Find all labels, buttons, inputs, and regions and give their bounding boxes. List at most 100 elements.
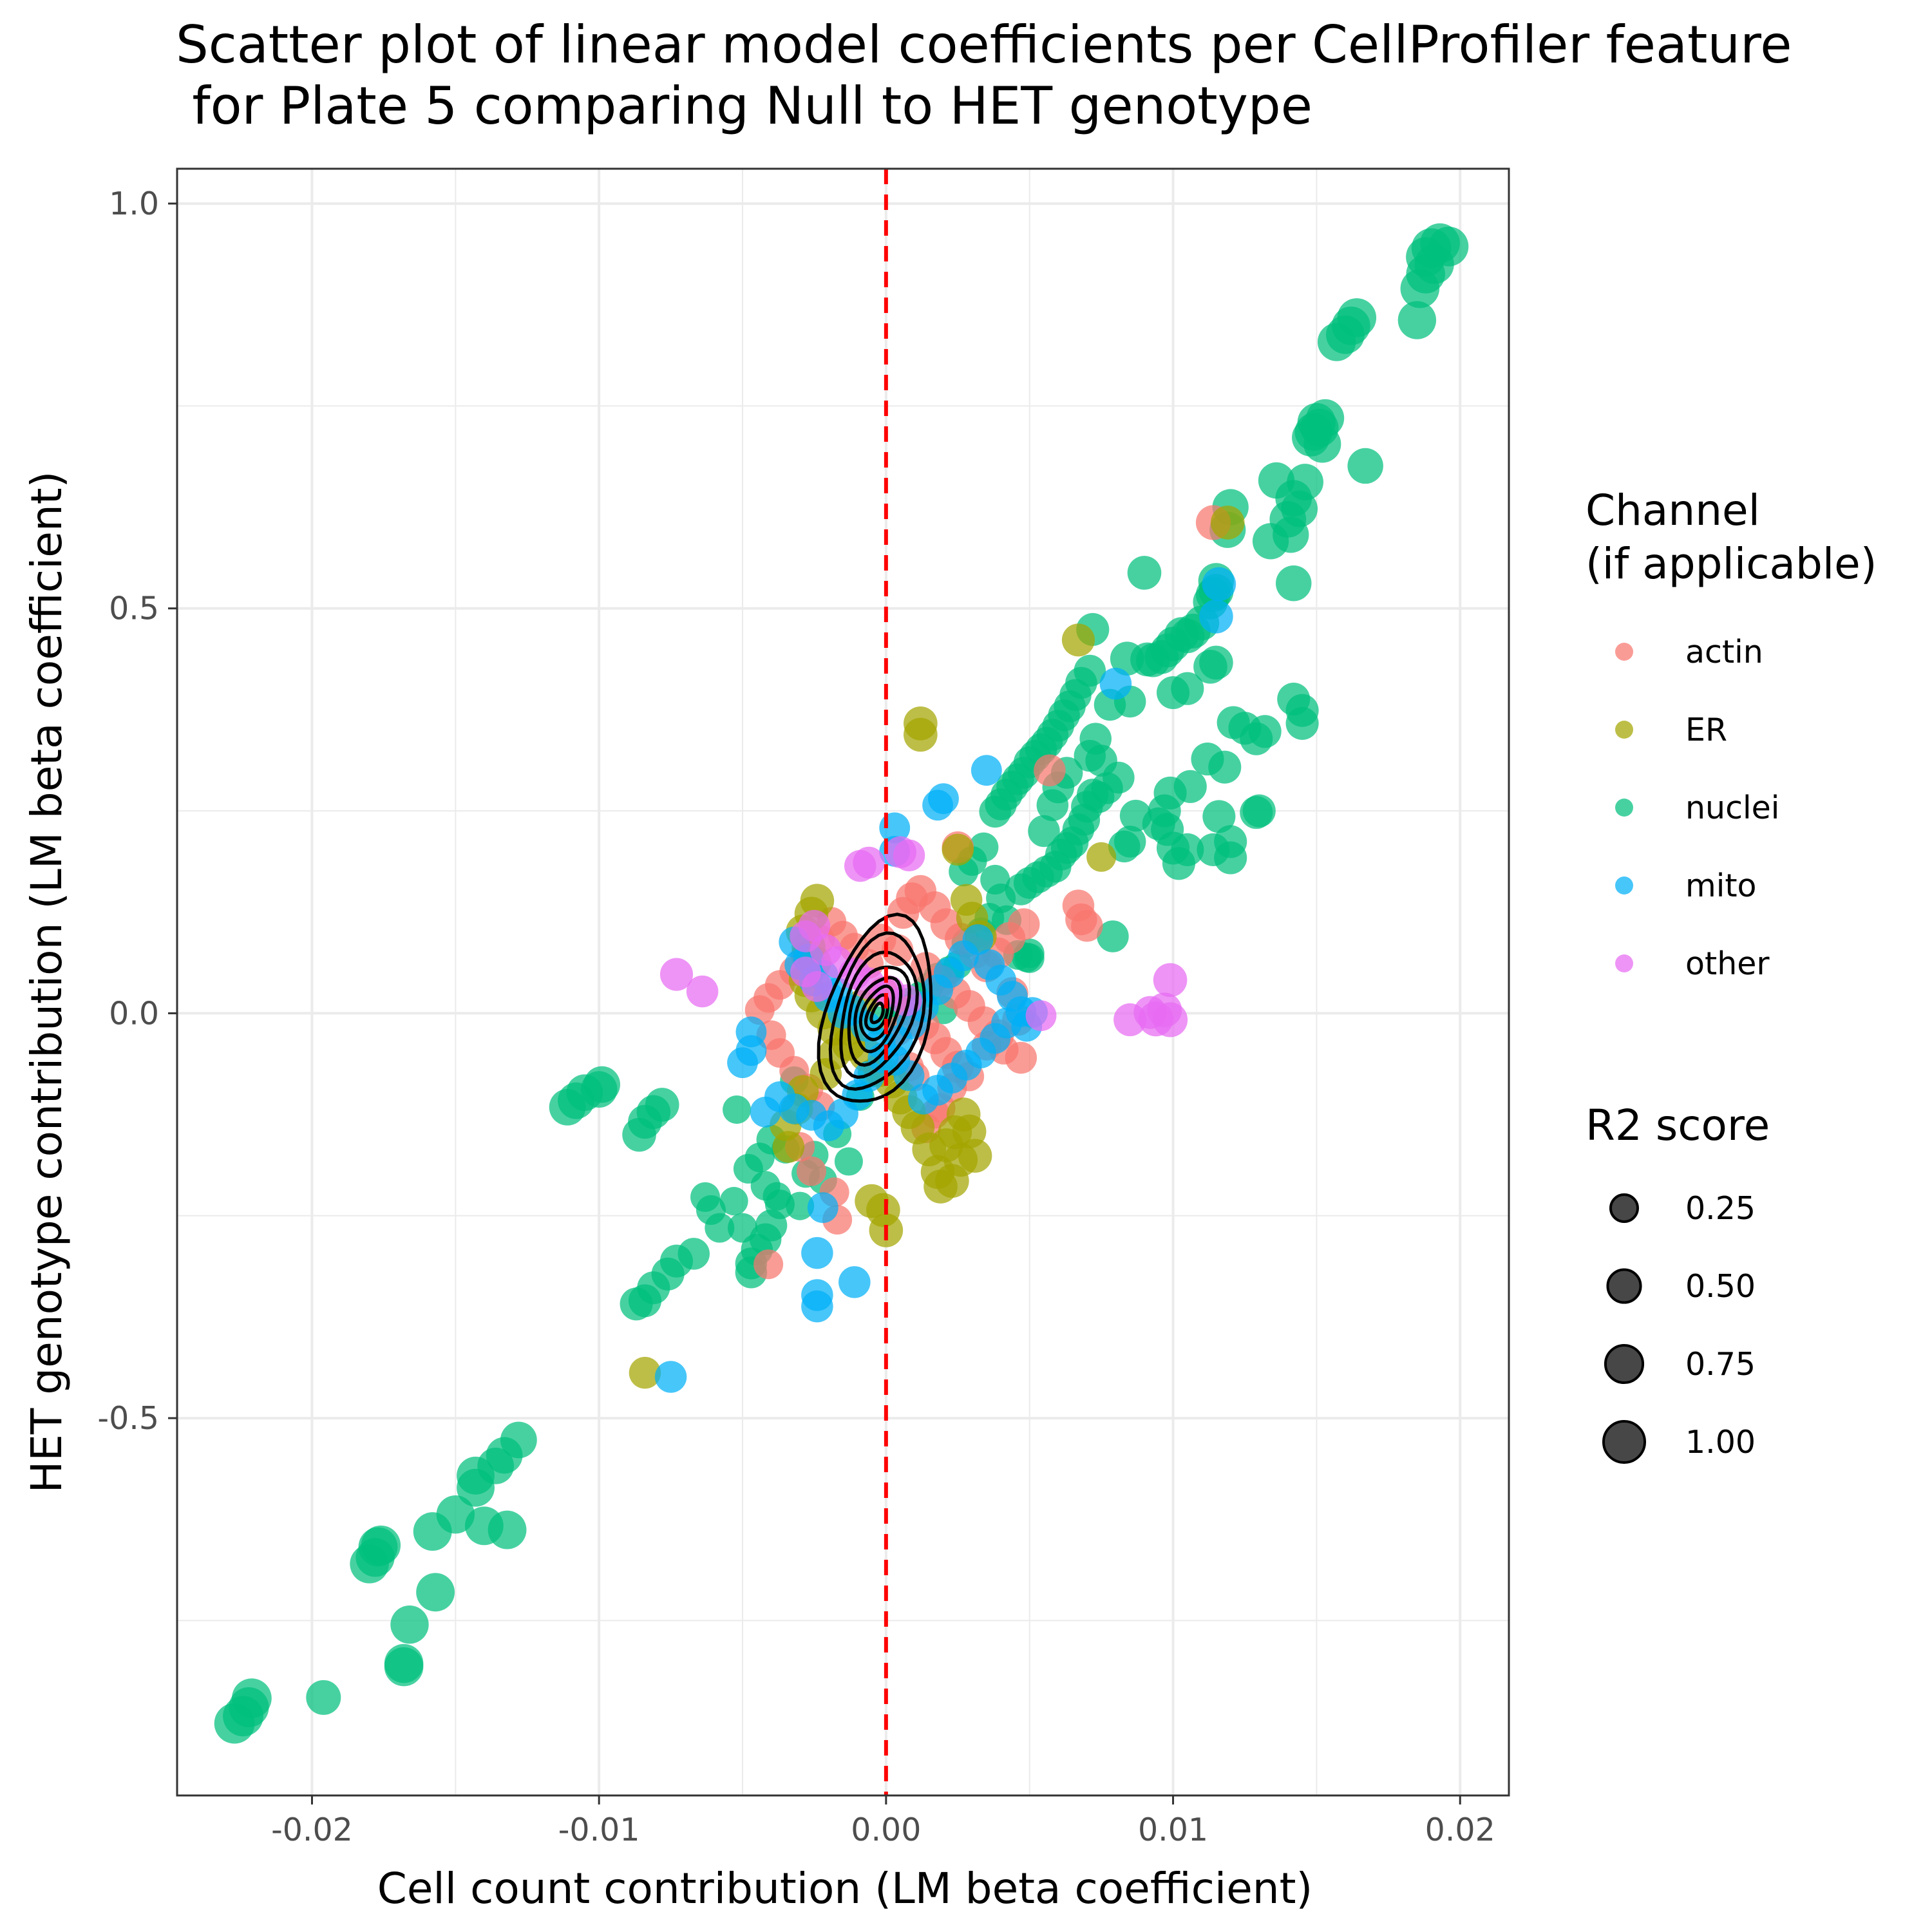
- contour-line: [847, 965, 911, 1067]
- point-ER: [958, 1139, 992, 1173]
- point-nuclei: [1400, 269, 1440, 308]
- data-points: [214, 223, 1469, 1744]
- point-ER: [1061, 623, 1095, 657]
- size-legend-key: [1602, 1420, 1646, 1464]
- point-actin: [1034, 754, 1066, 786]
- x-tick-label: 0.01: [1138, 1812, 1208, 1848]
- contour-line: [817, 913, 933, 1103]
- point-ER: [904, 717, 938, 752]
- y-tick-label: -0.5: [97, 1400, 159, 1437]
- point-other: [884, 836, 916, 868]
- x-tick-label: 0.00: [851, 1812, 921, 1848]
- point-nuclei: [1191, 743, 1224, 776]
- point-mito: [838, 1266, 871, 1298]
- legend-label-ER: ER: [1685, 712, 1727, 748]
- point-nuclei: [719, 1187, 748, 1216]
- legend-key-mito: [1615, 876, 1633, 895]
- contour-line: [869, 1001, 885, 1025]
- chart-title-line-2: for Plate 5 comparing Null to HET genoty…: [176, 76, 1312, 136]
- contour-line: [858, 984, 895, 1041]
- point-nuclei: [1113, 826, 1146, 858]
- legend-label-nuclei: nuclei: [1685, 790, 1779, 826]
- x-tick-label: -0.02: [271, 1812, 353, 1848]
- point-ER: [629, 1356, 661, 1389]
- chart-title-line-1: Scatter plot of linear model coefficient…: [176, 15, 1792, 75]
- point-nuclei: [583, 1066, 621, 1103]
- channel-legend-title-line-2: (if applicable): [1586, 539, 1877, 589]
- point-mito: [1202, 567, 1236, 601]
- point-mito: [1099, 667, 1132, 700]
- point-nuclei: [834, 1147, 863, 1176]
- size-legend-key: [1604, 1343, 1645, 1385]
- point-mito: [654, 1361, 687, 1393]
- point-nuclei: [1273, 516, 1309, 553]
- size-legend-label: 0.50: [1685, 1268, 1756, 1305]
- x-tick-label: 0.02: [1425, 1812, 1495, 1848]
- point-nuclei: [1397, 301, 1437, 339]
- point-other: [1153, 963, 1188, 998]
- legend-label-mito: mito: [1685, 867, 1757, 904]
- point-nuclei: [677, 1238, 710, 1270]
- y-axis-ticks: -0.5 0.0 0.5 1.0: [97, 185, 177, 1437]
- point-nuclei: [1285, 706, 1319, 740]
- point-other: [659, 958, 694, 991]
- point-nuclei: [390, 1605, 429, 1644]
- point-mito: [801, 1236, 833, 1269]
- point-nuclei: [1193, 649, 1227, 684]
- point-ER: [1086, 842, 1117, 872]
- size-legend-key: [1606, 1268, 1642, 1304]
- point-actin: [1008, 908, 1040, 940]
- point-nuclei: [762, 1182, 791, 1211]
- point-other: [801, 971, 833, 1002]
- point-mito: [922, 790, 953, 821]
- point-mito: [907, 1083, 939, 1115]
- size-legend-label: 0.75: [1685, 1346, 1756, 1383]
- point-nuclei: [488, 1510, 527, 1549]
- point-nuclei: [355, 1538, 395, 1577]
- point-nuclei: [727, 1213, 758, 1243]
- size-legend-label: 1.00: [1685, 1424, 1756, 1461]
- x-axis-title: Cell count contribution (LM beta coeffic…: [377, 1864, 1313, 1913]
- point-nuclei: [1110, 641, 1144, 676]
- point-nuclei: [723, 1095, 752, 1124]
- y-axis-title: HET genotype contribution (LM beta coeff…: [22, 471, 71, 1493]
- point-mito: [727, 1047, 758, 1079]
- point-mito: [1199, 599, 1233, 634]
- legend-label-other: other: [1685, 945, 1770, 982]
- x-axis-ticks: -0.02 -0.01 0.00 0.01 0.02: [271, 1795, 1495, 1848]
- y-tick-label: 0.5: [109, 591, 159, 627]
- x-tick-label: -0.01: [558, 1812, 640, 1848]
- point-nuclei: [1202, 800, 1236, 833]
- point-mito: [971, 755, 1002, 786]
- point-other: [1133, 996, 1167, 1029]
- legend-key-nuclei: [1615, 799, 1633, 817]
- point-nuclei: [1248, 715, 1282, 748]
- channel-legend: Channel (if applicable) actin ER nuclei mit…: [1586, 486, 1877, 982]
- point-nuclei: [477, 1447, 515, 1484]
- channel-legend-title-line-1: Channel: [1586, 486, 1760, 535]
- legend-key-ER: [1615, 721, 1633, 739]
- size-legend-label: 0.25: [1685, 1190, 1756, 1227]
- point-other: [844, 849, 876, 882]
- y-tick-label: 0.0: [109, 995, 159, 1032]
- point-nuclei: [705, 1213, 735, 1243]
- point-nuclei: [1156, 676, 1190, 710]
- legend-label-actin: actin: [1685, 634, 1763, 670]
- point-nuclei: [1317, 323, 1356, 361]
- point-nuclei: [1119, 799, 1152, 832]
- point-ER: [800, 884, 835, 918]
- point-nuclei: [232, 1678, 272, 1718]
- legend-key-other: [1615, 954, 1633, 972]
- r2-legend-title: R2 score: [1586, 1101, 1770, 1150]
- y-tick-label: 1.0: [109, 185, 159, 222]
- r2-legend: R2 score 0.25 0.50 0.75 1.00: [1586, 1101, 1770, 1464]
- point-nuclei: [1258, 462, 1295, 499]
- point-nuclei: [1151, 813, 1184, 846]
- point-actin: [1071, 909, 1103, 942]
- point-nuclei: [1127, 556, 1162, 590]
- point-nuclei: [645, 1088, 679, 1122]
- point-actin: [753, 1249, 784, 1280]
- point-other: [686, 975, 719, 1008]
- point-nuclei: [1303, 425, 1341, 463]
- point-nuclei: [1085, 744, 1117, 777]
